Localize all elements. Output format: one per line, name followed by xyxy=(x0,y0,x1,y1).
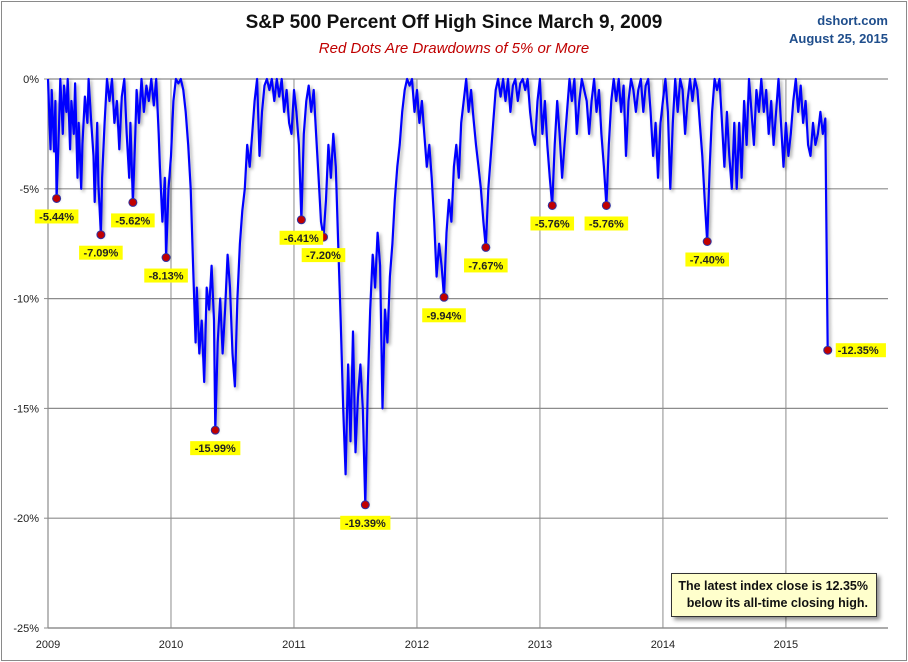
drawdown-label-bg xyxy=(34,209,79,224)
drawdown-label-bg xyxy=(835,343,886,358)
drawdown-label: -19.39% xyxy=(340,515,391,530)
x-tick-label: 2015 xyxy=(774,639,798,651)
series-line xyxy=(46,77,829,506)
grid-lines xyxy=(48,78,888,629)
drawdown-dot xyxy=(439,292,449,302)
drawdown-label: -5.62% xyxy=(111,213,155,228)
drawdown-dot xyxy=(210,425,220,435)
drawdown-label-text: -9.94% xyxy=(427,310,462,322)
annotation-line-2: below its all-time closing high. xyxy=(686,596,868,610)
drawdown-label-bg xyxy=(685,252,730,267)
drawdown-label-bg xyxy=(111,213,155,228)
drawdown-dot xyxy=(547,200,557,210)
drawdown-label: -5.76% xyxy=(584,216,629,231)
drawdown-label-bg xyxy=(79,245,123,260)
drawdown-label: -6.41% xyxy=(279,230,324,245)
drawdown-label-text: -7.09% xyxy=(83,248,118,260)
axes xyxy=(44,78,888,629)
drawdown-label-text: -5.44% xyxy=(39,211,74,223)
x-tick-labels: 2009 2010 2011 2012 2013 2014 2015 xyxy=(36,639,798,651)
drawdown-label: -12.35% xyxy=(835,343,886,358)
drawdown-dot xyxy=(161,253,171,263)
drawdown-label-text: -7.40% xyxy=(690,255,725,267)
drawdown-label: -7.40% xyxy=(685,252,730,267)
drawdown-dot xyxy=(296,215,306,225)
drawdown-dot xyxy=(52,193,62,203)
drawdown-label-bg xyxy=(301,248,346,263)
source-date: August 25, 2015 xyxy=(789,31,888,46)
source-block: dshort.com August 25, 2015 xyxy=(789,12,888,48)
drawdown-label-text: -8.13% xyxy=(149,271,184,283)
drawdown-label-text: -7.20% xyxy=(306,250,341,262)
y-tick-label: -10% xyxy=(13,294,39,306)
annotation-box: The latest index close is 12.35% below i… xyxy=(671,573,877,617)
drawdown-label: -15.99% xyxy=(190,441,241,456)
drawdown-dot xyxy=(702,237,712,247)
drawdown-label-bg xyxy=(279,230,324,245)
x-tick-label: 2011 xyxy=(282,639,306,651)
drawdown-label-bg xyxy=(340,515,391,530)
drawdown-dot xyxy=(823,345,833,355)
drawdown-label-bg xyxy=(422,308,466,323)
drawdown-label-text: -19.39% xyxy=(345,518,386,530)
drawdown-dot xyxy=(360,500,370,510)
drawdown-labels: -5.44% -7.09% -5.62% -8.13% -15.99% -6.41% -7.… xyxy=(34,209,886,530)
drawdown-label-bg xyxy=(144,268,188,283)
drawdown-label-text: -5.76% xyxy=(589,218,624,230)
x-tick-label: 2010 xyxy=(159,639,183,651)
drawdown-label: -5.44% xyxy=(34,209,79,224)
drawdown-label-text: -15.99% xyxy=(195,443,236,455)
y-tick-label: 0% xyxy=(23,74,39,86)
drawdown-dot xyxy=(128,197,138,207)
drawdown-dot xyxy=(601,200,611,210)
y-tick-label: -15% xyxy=(13,403,39,415)
drawdown-label-text: -5.62% xyxy=(115,215,150,227)
drawdown-label: -8.13% xyxy=(144,268,188,283)
drawdown-label-bg xyxy=(464,258,508,273)
source-site: dshort.com xyxy=(817,13,888,28)
drawdown-label: -7.09% xyxy=(79,245,123,260)
drawdown-label-bg xyxy=(530,216,575,231)
drawdown-label-text: -5.76% xyxy=(535,218,570,230)
drawdown-label: -7.67% xyxy=(464,258,508,273)
drawdown-label-text: -7.67% xyxy=(468,260,503,272)
drawdown-label-bg xyxy=(190,441,241,456)
y-tick-label: -20% xyxy=(13,513,39,525)
drawdown-dots xyxy=(52,193,833,510)
series-line-group xyxy=(46,77,829,506)
x-tick-label: 2013 xyxy=(528,639,552,651)
x-tick-label: 2014 xyxy=(651,639,675,651)
y-tick-label: -5% xyxy=(19,184,39,196)
drawdown-label: -9.94% xyxy=(422,308,466,323)
chart-title: S&P 500 Percent Off High Since March 9, … xyxy=(245,12,663,33)
drawdown-dot xyxy=(96,230,106,240)
y-tick-label: -25% xyxy=(13,623,39,635)
x-tick-label: 2012 xyxy=(405,639,429,651)
y-tick-labels: 0% -5% -10% -15% -20% -25% xyxy=(13,74,39,635)
drawdown-label-bg xyxy=(584,216,629,231)
annotation-line-1: The latest index close is 12.35% xyxy=(678,579,868,593)
drawdown-label: -7.20% xyxy=(301,248,346,263)
drawdown-label-text: -6.41% xyxy=(284,233,319,245)
drawdown-label-text: -12.35% xyxy=(838,345,879,357)
chart-subtitle: Red Dots Are Drawdowns of 5% or More xyxy=(318,40,590,57)
drawdown-label: -5.76% xyxy=(530,216,575,231)
x-tick-label: 2009 xyxy=(36,639,60,651)
drawdown-dot xyxy=(481,242,491,252)
